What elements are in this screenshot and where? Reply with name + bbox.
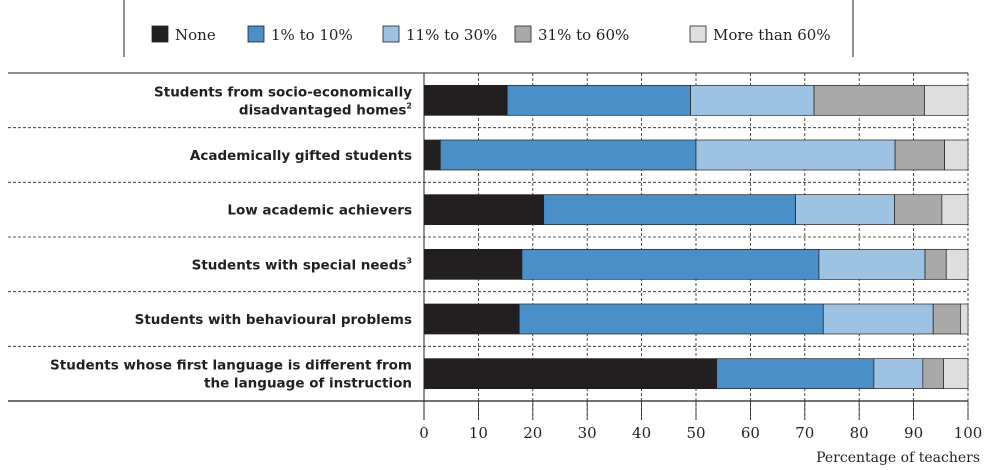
bar-segment [932, 303, 961, 335]
x-axis: 0 10 20 30 40 50 60 70 80 90 100 [8, 73, 982, 442]
bar-segment [423, 139, 441, 171]
bar-segment [894, 139, 945, 171]
legend-swatch [514, 25, 532, 43]
bar-segment [423, 248, 523, 280]
bar-segment [924, 84, 969, 116]
x-tick-label: 0 [419, 424, 429, 442]
category-label: Students with special needs3 [192, 256, 412, 273]
row-separators [8, 72, 968, 347]
bar-segment [423, 84, 508, 116]
bar-segment [922, 358, 944, 390]
legend-swatch [151, 25, 169, 43]
category-label: Students whose first language is differe… [50, 358, 412, 374]
x-tick-label: 30 [578, 424, 597, 442]
bar-segment [943, 358, 969, 390]
bar-segment [924, 248, 947, 280]
category-label: Students with behavioural problems [135, 312, 412, 328]
x-tick-label: 60 [741, 424, 760, 442]
category-label: the language of instruction [204, 376, 412, 392]
legend-swatch [247, 25, 265, 43]
bar-segment [439, 139, 697, 171]
category-label: Students from socio-economically [154, 84, 412, 100]
x-tick-label: 10 [469, 424, 488, 442]
x-tick-label: 40 [632, 424, 651, 442]
legend-label: 31% to 60% [538, 26, 629, 44]
bar-segment [695, 139, 896, 171]
bar-segment [818, 248, 926, 280]
bar-segment [945, 248, 969, 280]
bar-segment [521, 248, 820, 280]
bar-segment [543, 194, 796, 226]
x-axis-title: Percentage of teachers [816, 450, 980, 466]
legend-label: 11% to 30% [406, 26, 497, 44]
bar-segment [873, 358, 924, 390]
legend-label: None [175, 26, 216, 44]
bar-segment [506, 84, 691, 116]
bars [423, 84, 969, 390]
bar-segment [894, 194, 943, 226]
legend-label: 1% to 10% [271, 26, 353, 44]
bar-segment [716, 358, 875, 390]
bar-segment [423, 358, 718, 390]
bar-segment [960, 303, 969, 335]
legend: None 1% to 10% 11% to 30% 31% to 60% More th… [123, 0, 854, 57]
legend-label: More than 60% [713, 26, 831, 44]
bar-segment [813, 84, 925, 116]
x-tick-label: 90 [904, 424, 923, 442]
legend-swatch [689, 25, 707, 43]
bar-segment [795, 194, 895, 226]
category-label: disadvantaged homes2 [239, 101, 412, 118]
category-label: Academically gifted students [190, 148, 412, 164]
bar-segment [822, 303, 934, 335]
bar-segment [518, 303, 824, 335]
bar-segment [423, 194, 545, 226]
gridlines [477, 73, 969, 420]
x-tick-label: 70 [795, 424, 814, 442]
category-label: Low academic achievers [227, 203, 412, 219]
bar-segment [423, 303, 520, 335]
bar-segment [690, 84, 815, 116]
x-tick-label: 80 [850, 424, 869, 442]
x-tick-label: 50 [686, 424, 705, 442]
category-labels: Students from socio-economicallydisadvan… [50, 84, 412, 391]
bar-segment [944, 139, 969, 171]
bar-segment [941, 194, 969, 226]
legend-swatch [382, 25, 400, 43]
x-tick-label: 100 [954, 424, 983, 442]
x-tick-label: 20 [523, 424, 542, 442]
